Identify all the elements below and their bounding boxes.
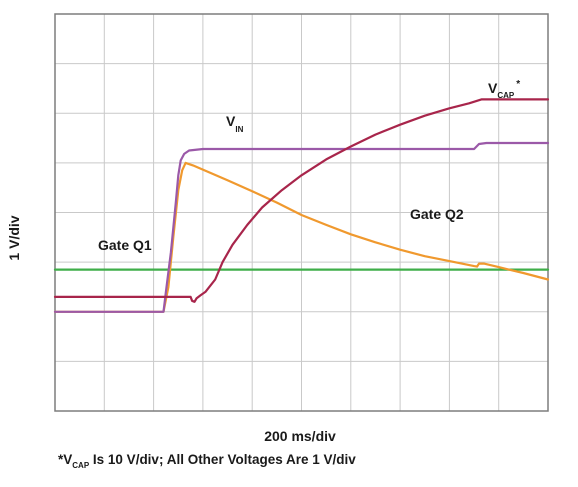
footnote-text: Is 10 V/div; All Other Voltages Are 1 V/… (89, 452, 356, 467)
trace-label-gate-q2: Gate Q2 (410, 206, 464, 222)
trace-label-vcap: VCAP* (488, 79, 521, 100)
trace-label-vcap-sub: CAP (497, 91, 515, 100)
trace-label-vin-sub: IN (235, 125, 244, 134)
trace-gate-q2 (53, 161, 550, 313)
trace-label-vcap-sup: * (516, 79, 521, 90)
trace-label-gate-q1: Gate Q1 (98, 237, 152, 253)
plot-grid (54, 13, 549, 412)
footnote-prefix: *V (58, 452, 73, 467)
footnote: *VCAP Is 10 V/div; All Other Voltages Ar… (58, 452, 356, 470)
plot-traces (53, 98, 550, 313)
trace-v-in (53, 141, 550, 313)
footnote-sub: CAP (72, 461, 90, 470)
y-axis-label: 1 V/div (6, 215, 22, 261)
trace-label-vin: VIN (226, 113, 244, 134)
x-axis-label: 200 ms/div (264, 428, 336, 444)
plot-frame (54, 13, 549, 412)
trace-v-cap (53, 98, 550, 303)
